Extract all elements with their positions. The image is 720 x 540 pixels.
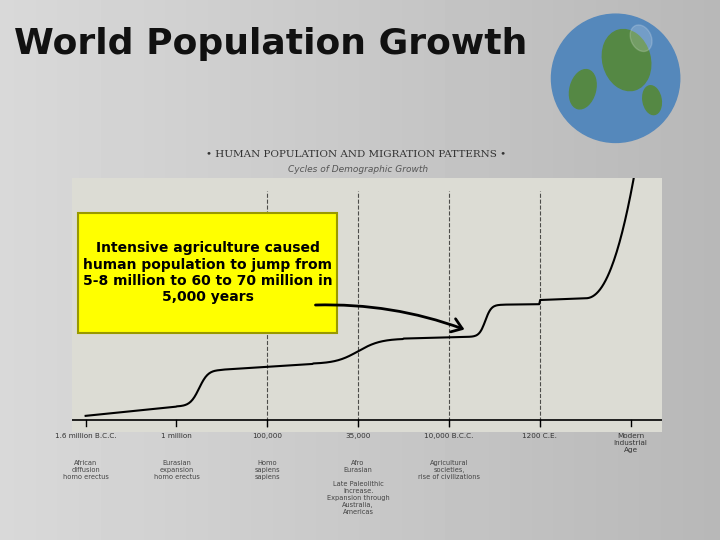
Ellipse shape	[630, 25, 652, 51]
Circle shape	[552, 14, 680, 143]
Ellipse shape	[570, 70, 596, 109]
Text: Eurasian
expansion
homo erectus: Eurasian expansion homo erectus	[153, 460, 199, 480]
Text: 10,000 B.C.C.: 10,000 B.C.C.	[424, 433, 474, 439]
Text: 1.6 million B.C.C.: 1.6 million B.C.C.	[55, 433, 117, 439]
Text: Homo
sapiens
sapiens: Homo sapiens sapiens	[254, 460, 280, 480]
Text: 35,000: 35,000	[346, 433, 371, 439]
Text: • HUMAN POPULATION AND MIGRATION PATTERNS •: • HUMAN POPULATION AND MIGRATION PATTERN…	[207, 150, 506, 159]
Text: Cycles of Demographic Growth: Cycles of Demographic Growth	[288, 165, 428, 173]
Text: Afro
Eurasian

Late Paleolithic
Increase.
Expansion through
Australia,
Americas: Afro Eurasian Late Paleolithic Increase.…	[327, 460, 390, 515]
Text: Agricultural
societies,
rise of civilizations: Agricultural societies, rise of civiliza…	[418, 460, 480, 480]
Ellipse shape	[643, 86, 662, 114]
FancyArrowPatch shape	[315, 305, 462, 332]
Text: 1 million: 1 million	[161, 433, 192, 439]
Ellipse shape	[603, 30, 651, 91]
FancyBboxPatch shape	[78, 213, 337, 333]
Text: World Population Growth: World Population Growth	[14, 27, 528, 61]
Text: Intensive agriculture caused
human population to jump from
5-8 million to 60 to : Intensive agriculture caused human popul…	[83, 241, 333, 304]
Text: 1200 C.E.: 1200 C.E.	[522, 433, 557, 439]
Text: 100,000: 100,000	[252, 433, 282, 439]
Text: Modern
Industrial
Age: Modern Industrial Age	[613, 433, 647, 453]
Text: African
diffusion
homo erectus: African diffusion homo erectus	[63, 460, 109, 480]
